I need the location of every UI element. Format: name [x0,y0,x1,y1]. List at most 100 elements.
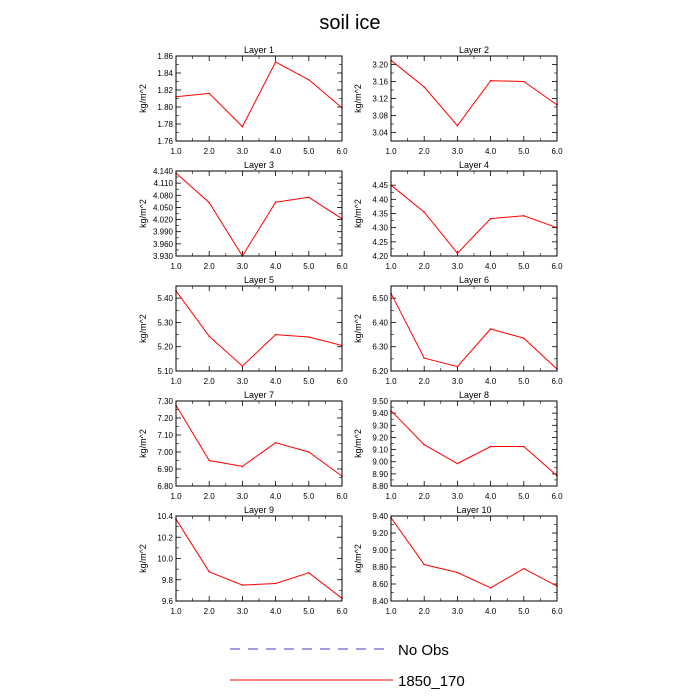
y-tick-label: 4.080 [153,191,174,200]
legend-label-1850-170: 1850_170 [398,673,465,690]
y-tick-label: 4.45 [372,181,388,190]
x-tick-label: 2.0 [204,262,216,271]
y-axis-label: kg/m^2 [138,314,148,343]
data-point [456,571,459,574]
y-tick-label: 4.140 [153,167,174,176]
data-point [456,124,459,127]
data-point [274,441,277,444]
x-tick-label: 4.0 [270,147,282,156]
data-point [423,443,426,446]
x-tick-label: 1.0 [170,262,182,271]
series-line-1850_170 [390,184,558,254]
y-tick-label: 9.00 [372,458,388,467]
data-point [241,365,244,367]
data-point [523,214,525,217]
data-point [241,125,244,128]
x-tick-label: 3.0 [452,262,464,271]
x-tick-label: 5.0 [303,607,315,616]
x-tick-label: 4.0 [485,147,497,156]
x-tick-label: 6.0 [336,377,348,386]
data-point [523,445,525,448]
data-point [274,333,277,336]
x-tick-label: 5.0 [518,607,530,616]
series-line-1850_170 [175,172,343,257]
x-tick-label: 4.0 [485,262,497,271]
x-tick-label: 1.0 [385,262,397,271]
y-tick-label: 1.84 [157,69,173,78]
y-tick-label: 8.80 [372,482,388,491]
panel-title: Layer 10 [456,505,491,515]
panel-layer-10: 1.0 2.0 3.0 4.0 5.0 6.0 8.40 8.60 8.80 9.00 9.20 9.… [353,505,563,616]
x-tick-label: 5.0 [518,492,530,501]
x-tick-label: 2.0 [204,492,216,501]
y-tick-label: 3.960 [153,240,174,249]
y-tick-label: 6.40 [372,318,388,327]
plot-frame [175,170,343,257]
data-point [423,357,426,359]
y-tick-label: 4.020 [153,216,174,225]
plot-frame [175,400,343,487]
y-tick-label: 6.20 [372,367,388,376]
y-tick-label: 7.10 [157,431,173,440]
plot-frame [175,285,343,372]
y-tick-label: 9.40 [372,409,388,418]
y-tick-label: 9.30 [372,421,388,430]
y-tick-label: 9.20 [372,433,388,442]
y-tick-label: 9.10 [372,446,388,455]
x-tick-label: 2.0 [204,377,216,386]
x-tick-label: 2.0 [419,492,431,501]
y-tick-label: 5.10 [157,367,173,376]
x-tick-label: 1.0 [385,607,397,616]
x-tick-label: 6.0 [336,147,348,156]
y-tick-label: 8.80 [372,563,388,572]
data-point [308,572,310,574]
y-tick-label: 8.60 [372,580,388,589]
data-point [489,445,492,448]
y-axis-label: kg/m^2 [138,429,148,458]
x-tick-label: 5.0 [518,377,530,386]
y-axis-label: kg/m^2 [138,199,148,228]
panel-layer-1: 1.0 2.0 3.0 4.0 5.0 6.0 1.76 1.78 1.80 1.82 1.84 1.… [138,45,348,156]
data-point [241,584,244,586]
x-tick-label: 2.0 [204,147,216,156]
x-tick-label: 2.0 [204,607,216,616]
figure-title: soil ice [319,12,380,34]
x-tick-label: 2.0 [419,377,431,386]
y-tick-label: 7.00 [157,448,173,457]
y-tick-label: 4.30 [372,224,388,233]
x-tick-label: 3.0 [237,147,249,156]
y-tick-label: 9.20 [372,529,388,538]
y-tick-label: 9.8 [162,576,174,585]
x-tick-label: 2.0 [419,607,431,616]
panels: 1.0 2.0 3.0 4.0 5.0 6.0 1.76 1.78 1.80 1.82 1.84 1.… [138,45,563,616]
panel-layer-7: 1.0 2.0 3.0 4.0 5.0 6.0 6.80 6.90 7.00 7.10 7.20 7.… [138,390,348,501]
x-tick-label: 6.0 [336,492,348,501]
x-tick-label: 5.0 [303,147,315,156]
panel-title: Layer 5 [244,275,274,285]
panel-title: Layer 3 [244,160,274,170]
x-tick-label: 6.0 [551,492,563,501]
x-tick-label: 6.0 [336,262,348,271]
panel-layer-9: 1.0 2.0 3.0 4.0 5.0 6.0 9.6 9.8 10.0 10.2 10.4 Laye… [138,505,348,616]
x-tick-label: 2.0 [419,262,431,271]
data-point [208,201,210,204]
y-tick-label: 9.00 [372,546,388,555]
panel-layer-2: 1.0 2.0 3.0 4.0 5.0 6.0 3.04 3.08 3.12 3.16 3.20 La… [353,45,563,156]
y-axis-label: kg/m^2 [138,84,148,113]
y-tick-label: 10.4 [157,512,173,521]
y-tick-label: 1.76 [157,137,173,146]
y-tick-label: 3.04 [372,129,388,138]
y-tick-label: 4.050 [153,203,174,212]
data-point [423,86,426,88]
data-point [274,201,277,203]
x-tick-label: 3.0 [452,492,464,501]
y-tick-label: 3.990 [153,228,174,237]
panel-layer-6: 1.0 2.0 3.0 4.0 5.0 6.0 6.20 6.30 6.40 6.50 Layer … [353,275,563,386]
y-tick-label: 4.20 [372,252,388,261]
plot-frame [390,55,558,142]
plot-frame [390,400,558,487]
plot-frame [390,515,558,602]
data-point [523,80,525,83]
x-tick-label: 6.0 [551,147,563,156]
y-tick-label: 1.80 [157,103,173,112]
